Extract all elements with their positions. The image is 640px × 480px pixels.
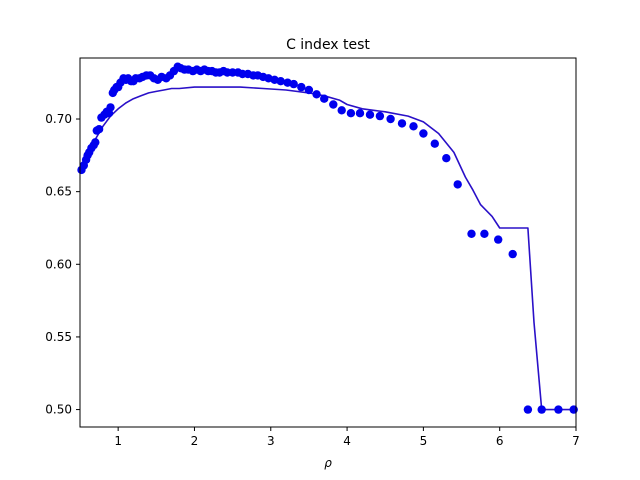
- data-point: [276, 77, 285, 86]
- data-point: [419, 129, 428, 138]
- data-point: [480, 229, 489, 238]
- data-point: [91, 138, 100, 147]
- y-tick-label: 0.65: [45, 185, 72, 199]
- x-tick-label: 4: [343, 434, 351, 448]
- plot-frame: [79, 57, 577, 428]
- x-tick-label: 5: [420, 434, 428, 448]
- data-point: [397, 119, 407, 128]
- data-point: [365, 110, 375, 119]
- data-point: [304, 85, 314, 95]
- data-point: [329, 100, 338, 109]
- data-point: [386, 114, 395, 124]
- y-tick-label: 0.50: [45, 403, 72, 417]
- data-point: [537, 405, 546, 414]
- data-point: [523, 405, 533, 414]
- data-point: [375, 111, 385, 121]
- data-point: [508, 249, 517, 259]
- y-axis-ticks: 0.50 0.55 0.60 0.65 0.70: [45, 112, 80, 417]
- data-point: [569, 405, 578, 414]
- data-point: [453, 180, 462, 189]
- y-tick-label: 0.55: [45, 330, 72, 344]
- data-point: [106, 103, 115, 112]
- data-point: [430, 139, 439, 148]
- data-point: [494, 235, 503, 244]
- data-point: [409, 122, 418, 131]
- x-tick-label: 1: [114, 434, 122, 448]
- y-tick-label: 0.70: [45, 112, 72, 126]
- data-point: [320, 94, 329, 103]
- x-tick-label: 3: [267, 434, 275, 448]
- chart-title: C index test: [286, 37, 370, 53]
- x-tick-label: 6: [496, 434, 504, 448]
- data-point: [289, 79, 298, 89]
- x-tick-label: 7: [572, 434, 580, 448]
- x-tick-label: 2: [191, 434, 199, 448]
- data-point: [355, 109, 365, 118]
- data-point: [297, 82, 306, 92]
- scatter-series-layer: [77, 62, 578, 414]
- data-point: [94, 125, 104, 134]
- data-point: [337, 106, 346, 115]
- data-point: [554, 405, 563, 414]
- x-axis-ticks: 1 2 3 4 5 6 7: [114, 427, 580, 448]
- plot-area: [80, 58, 576, 427]
- x-axis-label: ρ: [324, 456, 332, 470]
- data-point: [442, 154, 451, 163]
- data-point: [346, 109, 356, 118]
- data-point: [467, 229, 476, 238]
- data-point: [312, 90, 321, 99]
- y-tick-label: 0.60: [45, 257, 72, 271]
